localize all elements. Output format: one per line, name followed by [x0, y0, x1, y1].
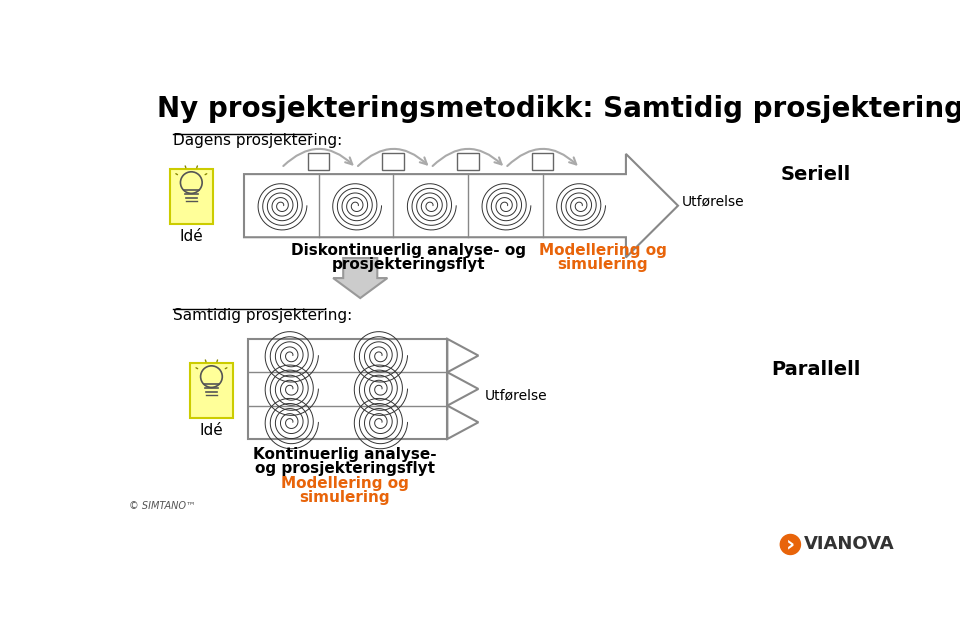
FancyArrowPatch shape [433, 149, 501, 166]
Polygon shape [333, 258, 388, 298]
Polygon shape [447, 339, 478, 372]
Bar [457, 153, 479, 170]
Text: Kontinuerlig analyse-: Kontinuerlig analyse- [253, 446, 437, 462]
Bar [248, 339, 447, 439]
Bar [308, 153, 329, 170]
Text: ›: › [785, 534, 795, 555]
Text: Idé: Idé [180, 229, 204, 244]
Text: Parallell: Parallell [771, 360, 860, 379]
FancyArrowPatch shape [283, 149, 352, 166]
Text: VIANOVA: VIANOVA [804, 536, 895, 553]
Text: Utførelse: Utførelse [485, 388, 547, 402]
Bar [190, 363, 233, 418]
Text: © SIMTANO™: © SIMTANO™ [130, 501, 196, 511]
Circle shape [780, 534, 801, 555]
Polygon shape [244, 154, 678, 258]
Text: simulering: simulering [300, 490, 391, 505]
Text: simulering: simulering [558, 258, 648, 272]
Text: Diskontinuerlig analyse- og: Diskontinuerlig analyse- og [292, 244, 526, 258]
Text: Modellering og: Modellering og [281, 476, 409, 491]
Text: Ny prosjekteringsmetodikk: Samtidig prosjektering: Ny prosjekteringsmetodikk: Samtidig pros… [157, 95, 960, 123]
Text: Modellering og: Modellering og [539, 244, 667, 258]
Text: Idé: Idé [200, 423, 224, 438]
Text: Samtidig prosjektering:: Samtidig prosjektering: [173, 308, 352, 323]
Polygon shape [447, 372, 478, 406]
Text: Dagens prosjektering:: Dagens prosjektering: [173, 134, 342, 148]
Text: prosjekteringsflyt: prosjekteringsflyt [332, 258, 486, 272]
Text: Seriell: Seriell [780, 165, 852, 184]
Text: Utførelse: Utførelse [682, 195, 745, 209]
Bar [532, 153, 554, 170]
Bar [382, 153, 404, 170]
Polygon shape [447, 406, 478, 439]
FancyArrowPatch shape [507, 149, 576, 166]
FancyArrowPatch shape [358, 149, 427, 166]
Text: og prosjekteringsflyt: og prosjekteringsflyt [255, 460, 435, 476]
Bar [170, 169, 213, 224]
